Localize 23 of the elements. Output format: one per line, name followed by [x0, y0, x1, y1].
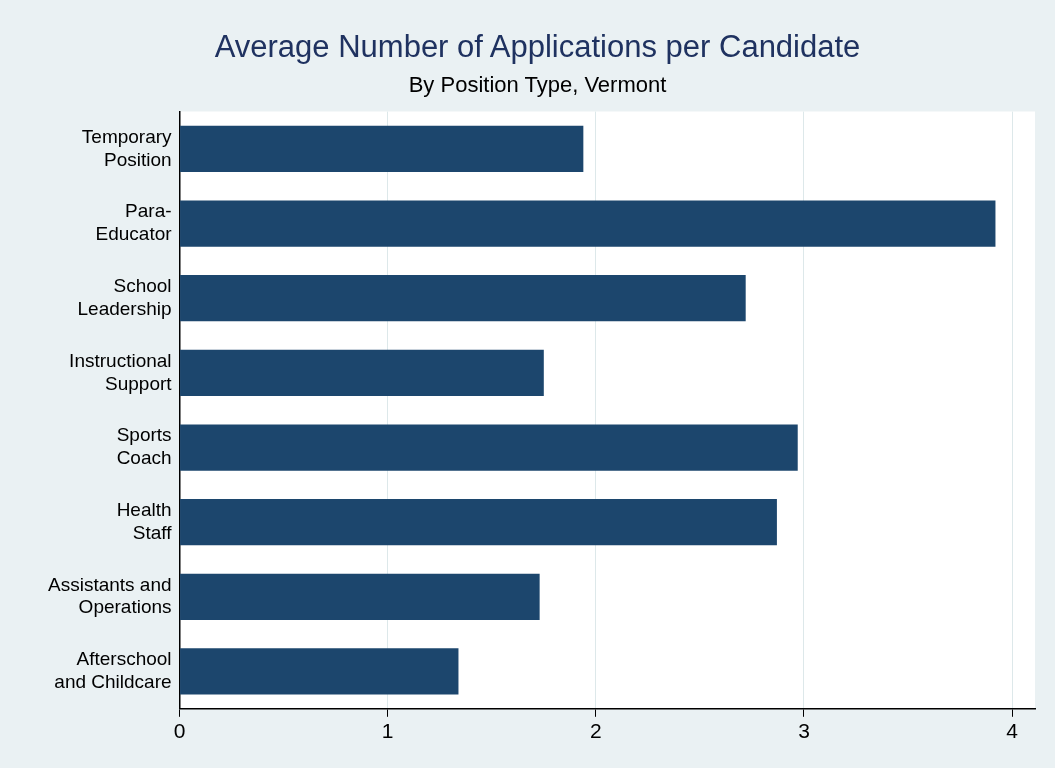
- y-tick-label: Health Staff: [116, 499, 173, 543]
- bar: [180, 349, 544, 397]
- y-tick-label: Temporary Position: [81, 125, 173, 170]
- y-tick-label: School Leadership: [77, 275, 172, 319]
- bar: [180, 424, 798, 471]
- x-tick-label: 0: [173, 719, 186, 743]
- bar: [180, 648, 459, 695]
- x-tick-label: 2: [589, 719, 602, 743]
- bar: [180, 499, 777, 546]
- y-tick-label: Sports Coach: [116, 424, 172, 469]
- x-tick-label: 3: [798, 719, 810, 743]
- y-tick-label: Afterschool and Childcare: [54, 648, 172, 693]
- bar: [180, 125, 584, 173]
- y-tick-label: Assistants and Operations: [47, 573, 172, 618]
- bar: [180, 275, 746, 322]
- x-tick-label: 4: [1006, 719, 1019, 743]
- chart-subtitle: By Position Type, Vermont: [408, 72, 667, 98]
- bar: [180, 573, 540, 620]
- y-tick-label: Para- Educator: [95, 200, 173, 245]
- chart-title: Average Number of Applications per Candidate: [214, 29, 861, 65]
- y-tick-label: Instructional Support: [69, 349, 173, 394]
- bar: [180, 200, 996, 247]
- x-tick-label: 1: [381, 719, 394, 743]
